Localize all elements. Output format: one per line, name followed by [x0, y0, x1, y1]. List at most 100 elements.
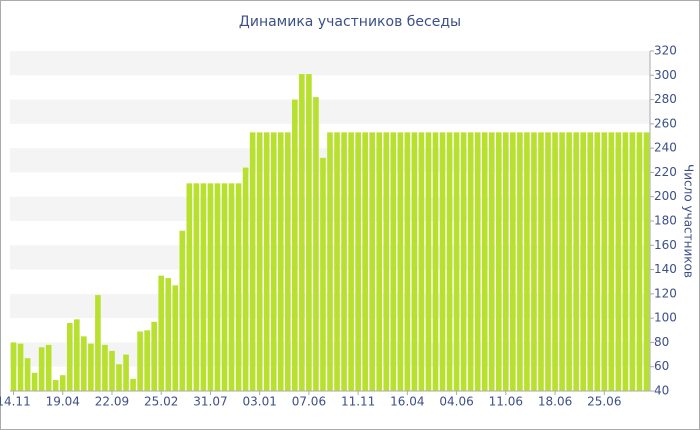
bar [242, 167, 249, 391]
bar [594, 132, 601, 391]
y-tick-label: 280 [654, 92, 677, 106]
bar [66, 323, 73, 391]
x-tick-label: 07.06 [292, 395, 326, 409]
bar [425, 132, 432, 391]
y-tick-label: 60 [654, 359, 669, 373]
y-tick-label: 160 [654, 238, 677, 252]
bar [636, 132, 643, 391]
bar [439, 132, 446, 391]
chart-title: Динамика участников беседы [239, 14, 461, 30]
y-tick-label: 260 [654, 116, 677, 130]
bar [334, 132, 340, 391]
bar [369, 132, 376, 391]
bar [17, 343, 24, 391]
bar [566, 132, 572, 391]
y-tick-label: 100 [654, 311, 677, 325]
bar [45, 344, 52, 391]
bar [228, 183, 235, 391]
bar [299, 74, 305, 392]
bar [495, 132, 502, 391]
y-tick-label: 240 [654, 141, 677, 155]
bar [109, 350, 115, 391]
bar [221, 183, 228, 391]
bar [74, 319, 80, 391]
bar [362, 132, 368, 391]
bar [587, 132, 594, 391]
x-tick-label: 22.09 [95, 395, 129, 409]
bar [200, 183, 207, 391]
bar [193, 183, 200, 391]
bar [341, 132, 347, 391]
bar [52, 380, 59, 391]
x-tick-label: 31.07 [193, 395, 227, 409]
bar [306, 74, 312, 392]
bar [10, 342, 17, 391]
bar [172, 285, 179, 391]
bar [510, 132, 516, 391]
bar [24, 358, 31, 391]
y-tick-label: 220 [654, 165, 677, 179]
bar [517, 132, 523, 391]
x-tick-label: 25.06 [587, 395, 621, 409]
bar [474, 132, 481, 391]
bar [320, 157, 326, 391]
y-tick-label: 300 [654, 68, 677, 82]
bar [552, 132, 558, 391]
bar [249, 132, 256, 391]
bar [102, 344, 108, 391]
x-tick-label: 19.04 [46, 395, 80, 409]
x-tick-label: 11.11 [341, 395, 375, 409]
grid-band [10, 99, 650, 124]
bar [81, 336, 87, 391]
bar [31, 372, 38, 391]
bar [284, 132, 291, 391]
bar [214, 183, 221, 391]
bar [59, 375, 66, 391]
y-tick-label: 200 [654, 189, 677, 203]
bar [460, 132, 467, 391]
y-tick-label: 40 [654, 384, 669, 398]
bar [137, 331, 143, 391]
bar [116, 364, 122, 391]
bar [453, 132, 460, 391]
bar [629, 132, 636, 391]
grid-band [10, 51, 650, 76]
y-tick-label: 180 [654, 214, 677, 228]
x-tick-label: 03.01 [242, 395, 276, 409]
bar [573, 132, 579, 391]
bar [38, 347, 45, 391]
bar [559, 132, 565, 391]
bar [615, 132, 622, 391]
y-tick-label: 140 [654, 262, 677, 276]
bar [123, 354, 129, 391]
bar [390, 132, 397, 391]
bar [622, 132, 629, 391]
bar [383, 132, 390, 391]
bar [95, 295, 101, 391]
bar [277, 132, 284, 391]
x-tick-label: 04.06 [439, 395, 473, 409]
bar [488, 132, 495, 391]
bar [165, 278, 172, 391]
bar [432, 132, 439, 391]
bar [263, 132, 270, 391]
x-tick-label: 11.06 [489, 395, 523, 409]
bar [348, 132, 354, 391]
y-tick-label: 120 [654, 286, 677, 300]
bar [292, 99, 298, 392]
bar [355, 132, 361, 391]
bar [256, 132, 263, 391]
bar [411, 132, 418, 391]
bar [179, 230, 186, 391]
bar [531, 132, 537, 391]
bar [538, 132, 544, 391]
bar [446, 132, 453, 391]
bar [158, 275, 165, 391]
bar [643, 132, 650, 391]
x-tick-label: 14.11 [0, 395, 31, 409]
bar [235, 183, 242, 391]
bar [313, 97, 319, 392]
y-axis-title: Число участников [682, 164, 696, 278]
bar [580, 132, 586, 391]
